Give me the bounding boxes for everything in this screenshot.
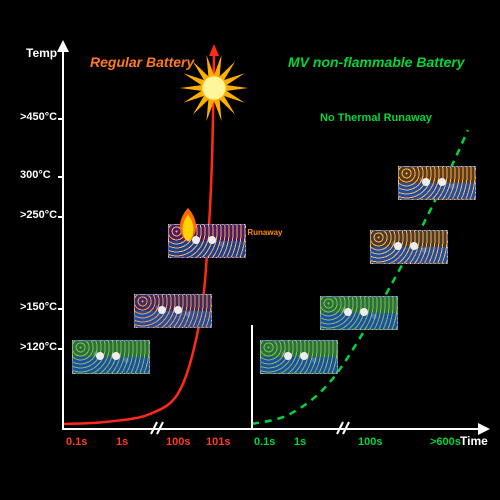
x-tick-label: 101s bbox=[206, 436, 230, 448]
y-tick-label: >250°C bbox=[20, 209, 57, 221]
y-tick-label: >120°C bbox=[20, 341, 57, 353]
electrode-dot bbox=[284, 352, 292, 360]
mv-battery-cell bbox=[320, 296, 398, 330]
electrode-dot bbox=[394, 242, 402, 250]
electrode-dot bbox=[300, 352, 308, 360]
electrode-dot bbox=[344, 308, 352, 316]
mv-battery-title: MV non-flammable Battery bbox=[288, 54, 465, 70]
y-tick-label: >450°C bbox=[20, 111, 57, 123]
mv-battery-cell bbox=[370, 230, 448, 264]
electrode-dot bbox=[360, 308, 368, 316]
y-tick-mark bbox=[58, 176, 64, 178]
electrode-dot bbox=[96, 352, 104, 360]
flame-svg bbox=[176, 208, 200, 242]
y-tick-label: >150°C bbox=[20, 301, 57, 313]
flame-icon bbox=[176, 208, 200, 242]
y-tick-mark bbox=[58, 308, 64, 310]
x-tick-label: 1s bbox=[116, 436, 128, 448]
explosion-svg bbox=[180, 54, 248, 122]
x-tick-label: 0.1s bbox=[66, 436, 87, 448]
x-axis bbox=[62, 428, 478, 430]
electrode-dot bbox=[174, 306, 182, 314]
regular-battery-title: Regular Battery bbox=[90, 54, 194, 70]
y-axis-label: Temp bbox=[26, 46, 57, 60]
regular-battery-cell bbox=[134, 294, 212, 328]
x-tick-label: 0.1s bbox=[254, 436, 275, 448]
mv-battery-cell bbox=[398, 166, 476, 200]
y-tick-mark bbox=[58, 348, 64, 350]
electrode-dot bbox=[208, 236, 216, 244]
mv-battery-cell bbox=[260, 340, 338, 374]
electrode-dot bbox=[438, 178, 446, 186]
x-axis-label: Time bbox=[460, 434, 488, 448]
x-tick-label: 1s bbox=[294, 436, 306, 448]
y-tick-mark bbox=[58, 216, 64, 218]
x-tick-label: 100s bbox=[358, 436, 382, 448]
no-thermal-runaway-label: No Thermal Runaway bbox=[320, 112, 432, 124]
x-tick-label: >600s bbox=[430, 436, 461, 448]
chart-root: Temp Time Regular Battery MV non-flammab… bbox=[0, 0, 500, 500]
explosion-icon bbox=[180, 54, 248, 122]
y-axis bbox=[62, 50, 64, 428]
x-tick-label: 100s bbox=[166, 436, 190, 448]
electrode-dot bbox=[158, 306, 166, 314]
y-tick-label: 300°C bbox=[20, 169, 51, 181]
regular-battery-cell bbox=[72, 340, 150, 374]
electrode-dot bbox=[410, 242, 418, 250]
y-tick-mark bbox=[58, 118, 64, 120]
y-axis-arrowhead bbox=[57, 40, 69, 52]
electrode-dot bbox=[422, 178, 430, 186]
electrode-dot bbox=[112, 352, 120, 360]
